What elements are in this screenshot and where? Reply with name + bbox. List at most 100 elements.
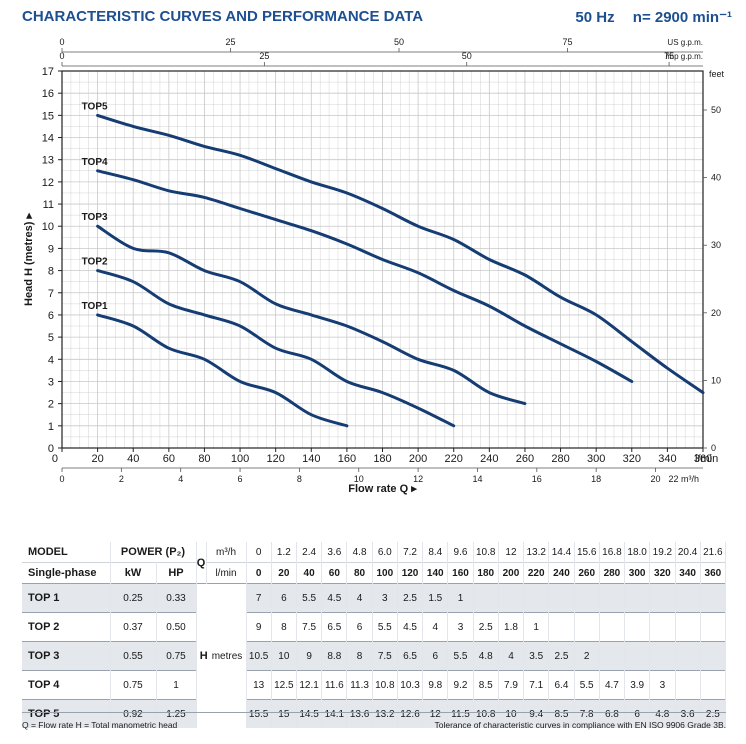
series-line-top4 <box>96 169 634 383</box>
head-value-cell: 4 <box>498 641 525 671</box>
lmin-unit: l/min <box>206 562 247 584</box>
table-row: TOP 5 0.92 1.25 15.5 15 14.5 14.1 13.6 13.2 12.6 1… <box>22 699 727 728</box>
head-value-cell: 6 <box>422 641 449 671</box>
head-value-cell <box>649 583 676 613</box>
table-row: TOP 4 0.75 1 13 12.5 12.1 11.6 11.3 10.8 10.3 9.8 9… <box>22 670 727 700</box>
head-value-cell: 9.8 <box>422 670 449 700</box>
head-symbol: H <box>199 650 208 662</box>
feet-tick-label: 20 <box>711 308 721 318</box>
q-m3h-cell: 6.0 <box>372 542 398 563</box>
q-header: Q <box>196 542 207 584</box>
table-header-row-1: MODEL POWER (P₂) Q m³/h 0 1.2 2.4 3.6 4.8 6.0… <box>22 542 727 584</box>
q-lmin-cell: 60 <box>321 562 348 584</box>
q-m3h-cell: 0 <box>246 542 272 563</box>
head-value-cell: 1.5 <box>422 583 449 613</box>
head-value-cell <box>574 612 600 642</box>
q-m3h-cell: 2.4 <box>296 542 323 563</box>
y-tick-label: 17 <box>42 66 54 78</box>
head-value-cell: 5.5 <box>574 670 600 700</box>
q-lmin-cell: 240 <box>548 562 575 584</box>
model-cell: TOP 5 <box>22 699 111 728</box>
head-value-cell: 9.2 <box>447 670 474 700</box>
x-tick-label: 320 <box>623 453 641 465</box>
q-lmin-cell: 320 <box>649 562 676 584</box>
kw-cell: 0.25 <box>110 583 157 613</box>
head-value-cell <box>548 612 575 642</box>
y-tick-label: 8 <box>48 266 54 278</box>
q-lmin-cell: 100 <box>372 562 398 584</box>
x-tick-label: 0 <box>52 453 58 465</box>
y-tick-label: 14 <box>42 133 54 145</box>
power-header: POWER (P₂) <box>110 542 197 563</box>
head-value-cell: 4 <box>346 583 373 613</box>
q-lmin-cell: 80 <box>346 562 373 584</box>
q-lmin-cell: 280 <box>599 562 626 584</box>
feet-tick-label: 50 <box>711 105 721 115</box>
performance-table: MODEL POWER (P₂) Q m³/h 0 1.2 2.4 3.6 4.8 6.0… <box>22 542 727 728</box>
imp-gpm-tick-label: 0 <box>59 51 64 61</box>
q-m3h-cell: 8.4 <box>422 542 449 563</box>
kw-cell: 0.75 <box>110 670 157 700</box>
q-lmin-cell: 180 <box>473 562 499 584</box>
head-value-cell: 10 <box>498 699 525 728</box>
head-value-cell <box>599 612 626 642</box>
model-header: MODEL <box>22 542 111 563</box>
q-m3h-cell: 13.2 <box>523 542 550 563</box>
x-tick-label: 60 <box>163 453 175 465</box>
head-value-cell: 6 <box>624 699 651 728</box>
x-tick-label: 200 <box>409 453 427 465</box>
head-value-cell: 7 <box>246 583 272 613</box>
m3h-tick-label: 2 <box>119 474 124 484</box>
head-value-cell: 6.8 <box>599 699 626 728</box>
head-value-cell <box>599 583 626 613</box>
head-value-cell: 7.5 <box>372 641 398 671</box>
head-value-cell <box>624 641 651 671</box>
m3h-tick-label: 14 <box>472 474 482 484</box>
footer-tolerance: Tolerance of characteristic curves in co… <box>434 720 727 730</box>
table-bottom-rule <box>22 712 726 713</box>
head-value-cell: 10.3 <box>397 670 424 700</box>
imp-gpm-tick-label: 50 <box>462 51 472 61</box>
x-tick-label: 80 <box>198 453 210 465</box>
q-lmin-cell: 220 <box>523 562 550 584</box>
m3h-tick-label: 20 <box>651 474 661 484</box>
x-tick-label: 280 <box>551 453 569 465</box>
x-tick-label: 20 <box>91 453 103 465</box>
head-value-cell: 8.5 <box>473 670 499 700</box>
x-tick-label: 300 <box>587 453 605 465</box>
head-value-cell: 6 <box>346 612 373 642</box>
m3h-unit: m³/h <box>206 542 247 563</box>
series-line-top2 <box>96 269 456 428</box>
head-value-cell: 11.6 <box>321 670 348 700</box>
head-value-cell: 13.2 <box>372 699 398 728</box>
q-m3h-cell: 7.2 <box>397 542 424 563</box>
head-value-cell: 10.8 <box>372 670 398 700</box>
q-lmin-cell: 120 <box>397 562 424 584</box>
head-value-cell: 3 <box>649 670 676 700</box>
head-value-cell: 7.5 <box>296 612 323 642</box>
head-value-cell: 7.9 <box>498 670 525 700</box>
m3h-tick-label: 12 <box>413 474 423 484</box>
head-value-cell <box>523 583 550 613</box>
head-value-cell <box>700 612 727 642</box>
head-value-cell: 6.5 <box>321 612 348 642</box>
q-m3h-cell: 4.8 <box>346 542 373 563</box>
feet-tick-label: 40 <box>711 173 721 183</box>
head-value-cell: 6.4 <box>548 670 575 700</box>
head-value-cell: 13.6 <box>346 699 373 728</box>
head-value-cell: 3.5 <box>523 641 550 671</box>
y-tick-label: 12 <box>42 177 54 189</box>
speed-label: n= 2900 min⁻¹ <box>632 9 732 26</box>
q-lmin-cell: 360 <box>700 562 727 584</box>
hp-cell: 0.75 <box>156 641 197 671</box>
head-value-cell <box>498 583 525 613</box>
head-value-cell: 12.1 <box>296 670 323 700</box>
head-value-cell: 3.6 <box>675 699 701 728</box>
x-tick-label: 160 <box>338 453 356 465</box>
head-value-cell: 3 <box>372 583 398 613</box>
head-value-cell <box>675 583 701 613</box>
head-value-cell: 3 <box>447 612 474 642</box>
